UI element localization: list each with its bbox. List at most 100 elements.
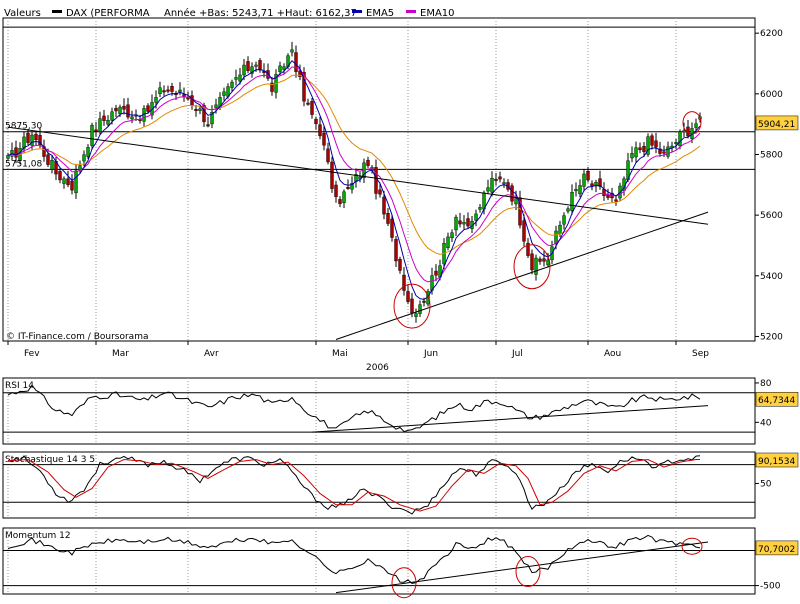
legend-swatch-dax bbox=[52, 10, 62, 13]
momentum-line bbox=[7, 534, 701, 584]
momentum-y-tick-label: -500 bbox=[760, 582, 781, 592]
header-legend: Valeurs DAX (PERFORMA Année +Bas: 5243,7… bbox=[4, 7, 455, 19]
candle-up bbox=[22, 136, 26, 149]
candle-up bbox=[486, 187, 490, 192]
legend-ema10: EMA10 bbox=[420, 8, 455, 19]
legend-swatch-ema10 bbox=[406, 10, 416, 13]
stochastic-signal-line bbox=[7, 458, 700, 512]
candle-down bbox=[70, 180, 74, 191]
price-panel-frame bbox=[2, 17, 756, 342]
candle-up bbox=[50, 160, 54, 170]
candle-down bbox=[126, 104, 130, 118]
candle-up bbox=[578, 185, 582, 195]
candle-up bbox=[694, 123, 698, 128]
price-content: 5200 5400 5600 5800 6000 6200 Fev Mar Avr Mai Jun J… bbox=[3, 18, 799, 359]
candle-down bbox=[58, 171, 62, 181]
candle-up bbox=[446, 236, 450, 248]
candle-up bbox=[678, 131, 682, 147]
x-tick-label: Sep bbox=[692, 349, 709, 359]
candle-up bbox=[230, 81, 234, 88]
candle-down bbox=[606, 194, 610, 198]
candle-down bbox=[366, 159, 370, 166]
price-y-tick-label: 6200 bbox=[760, 29, 783, 39]
candle-up bbox=[282, 66, 286, 70]
price-y-tick-label: 5400 bbox=[760, 272, 783, 282]
candle-up bbox=[514, 198, 518, 205]
candle-up bbox=[290, 49, 294, 53]
candle-down bbox=[498, 176, 502, 180]
candle-down bbox=[182, 94, 186, 97]
stochastic-panel: Stochastique 14 3 5 50 90,1534 bbox=[2, 451, 799, 519]
candle-down bbox=[322, 132, 326, 146]
candle-up bbox=[106, 120, 110, 125]
candle-down bbox=[194, 108, 198, 111]
rsi-current-callout: 64,7344 bbox=[758, 396, 795, 406]
stochastic-line bbox=[7, 455, 701, 515]
candle-down bbox=[346, 187, 350, 189]
candles bbox=[6, 41, 702, 323]
candle-up bbox=[30, 134, 34, 146]
candle-up bbox=[118, 106, 122, 114]
candle-up bbox=[242, 64, 246, 76]
candle-down bbox=[510, 185, 514, 202]
candle-down bbox=[402, 274, 406, 291]
momentum-title: Momentum 12 bbox=[5, 531, 71, 541]
candle-down bbox=[258, 60, 262, 70]
candle-down bbox=[586, 171, 590, 181]
candle-up bbox=[478, 207, 482, 210]
candle-down bbox=[38, 135, 42, 145]
x-tick-label: Avr bbox=[204, 349, 219, 359]
candle-down bbox=[410, 298, 414, 314]
candle-up bbox=[418, 304, 422, 314]
candle-down bbox=[466, 218, 470, 227]
candle-up bbox=[574, 189, 578, 192]
candle-down bbox=[326, 148, 330, 163]
candle-up bbox=[554, 230, 558, 244]
candle-down bbox=[406, 291, 410, 302]
candle-up bbox=[86, 147, 90, 157]
momentum-panel-frame bbox=[2, 527, 756, 595]
candle-down bbox=[526, 242, 530, 256]
candle-up bbox=[490, 178, 494, 193]
momentum-panel: Momentum 12 -500 70,7002 bbox=[2, 527, 799, 599]
candle-down bbox=[662, 151, 666, 154]
price-trendline bbox=[7, 126, 709, 225]
momentum-current-callout-bg bbox=[755, 540, 799, 556]
price-y-tick-label: 6000 bbox=[760, 90, 783, 100]
candle-up bbox=[502, 182, 506, 185]
candle-up bbox=[62, 178, 66, 184]
stochastic-content: 50 90,1534 bbox=[3, 452, 799, 518]
candle-down bbox=[166, 89, 170, 92]
candle-down bbox=[542, 258, 546, 262]
rsi-content: 40 80 64,7344 bbox=[3, 378, 799, 444]
candle-down bbox=[26, 133, 30, 143]
candle-up bbox=[562, 215, 566, 225]
candle-down bbox=[386, 212, 390, 224]
candle-down bbox=[434, 270, 438, 276]
candle-up bbox=[454, 216, 458, 231]
stochastic-panel-frame bbox=[2, 451, 756, 519]
candle-up bbox=[250, 66, 254, 74]
stochastic-current-callout: 90,1534 bbox=[758, 457, 795, 467]
rsi-y-tick-label: 80 bbox=[760, 379, 772, 389]
candle-up bbox=[82, 154, 86, 162]
candle-down bbox=[246, 61, 250, 71]
candle-down bbox=[146, 105, 150, 112]
candle-up bbox=[74, 170, 78, 194]
candle-down bbox=[294, 52, 298, 72]
candle-up bbox=[238, 74, 242, 82]
candle-up bbox=[254, 64, 258, 67]
candle-up bbox=[178, 89, 182, 93]
candle-down bbox=[266, 70, 270, 79]
candle-down bbox=[598, 178, 602, 187]
candle-down bbox=[538, 258, 542, 262]
price-y-tick-label: 5600 bbox=[760, 211, 783, 221]
year-label: 2006 bbox=[366, 363, 389, 373]
candle-down bbox=[398, 258, 402, 271]
candle-up bbox=[130, 116, 134, 120]
candle-up bbox=[582, 173, 586, 187]
candle-down bbox=[330, 161, 334, 189]
candle-up bbox=[682, 130, 686, 133]
price-trendline bbox=[335, 211, 709, 340]
rsi-line bbox=[7, 384, 701, 433]
